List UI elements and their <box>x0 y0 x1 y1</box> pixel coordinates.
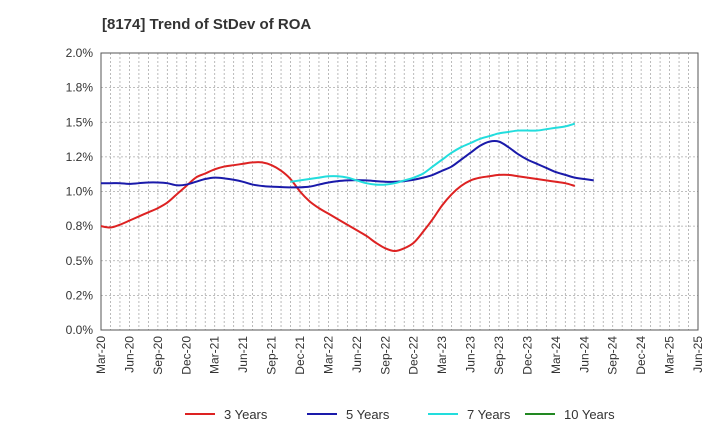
x-tick-label: Dec-24 <box>634 336 648 375</box>
x-tick-label: Sep-22 <box>378 336 392 375</box>
x-tick-label: Dec-22 <box>407 336 421 375</box>
x-tick-label: Mar-21 <box>208 336 222 374</box>
x-tick-label: Mar-24 <box>549 336 563 374</box>
y-tick-label: 1.2% <box>66 150 94 164</box>
x-tick-label: Mar-22 <box>321 336 335 374</box>
y-tick-label: 0.5% <box>66 254 94 268</box>
legend-label-10-years: 10 Years <box>564 407 615 422</box>
x-tick-label: Jun-20 <box>122 336 136 373</box>
legend-label-5-years: 5 Years <box>346 407 390 422</box>
x-tick-label: Sep-21 <box>265 336 279 375</box>
x-tick-label: Jun-25 <box>691 336 705 373</box>
y-tick-label: 1.5% <box>66 115 94 129</box>
series-line-7-years <box>290 122 576 186</box>
x-tick-label: Jun-22 <box>350 336 364 373</box>
x-axis-ticks: Mar-20 Jun-20 Sep-20 Dec-20 Mar-21 Jun-21 Sep-… <box>94 336 705 375</box>
x-tick-label: Sep-20 <box>151 336 165 375</box>
y-tick-label: 0.8% <box>66 219 94 233</box>
series-lines <box>100 122 594 253</box>
y-tick-label: 2.0% <box>66 46 94 60</box>
y-tick-label: 0.2% <box>66 288 94 302</box>
x-tick-label: Dec-20 <box>179 336 193 375</box>
legend-label-7-years: 7 Years <box>467 407 511 422</box>
x-tick-label: Sep-23 <box>492 336 506 375</box>
legend: 3 Years 5 Years 7 Years 10 Years <box>185 407 615 422</box>
x-tick-label: Sep-24 <box>606 336 620 375</box>
x-tick-label: Dec-21 <box>293 336 307 375</box>
series-line-5-years <box>100 140 594 189</box>
y-axis-ticks: 0.0% 0.2% 0.5% 0.8% 1.0% 1.2% 1.5% 1.8% 2.0% <box>66 46 94 337</box>
x-tick-label: Dec-23 <box>520 336 534 375</box>
y-tick-label: 1.0% <box>66 185 94 199</box>
x-tick-label: Jun-23 <box>464 336 478 373</box>
legend-label-3-years: 3 Years <box>224 407 268 422</box>
y-tick-label: 1.8% <box>66 81 94 95</box>
x-tick-label: Jun-24 <box>577 336 591 373</box>
plot-border <box>100 52 699 331</box>
x-tick-label: Jun-21 <box>236 336 250 373</box>
series-line-3-years <box>100 161 576 253</box>
x-tick-label: Mar-23 <box>435 336 449 374</box>
chart-title: [8174] Trend of StDev of ROA <box>102 16 311 33</box>
x-tick-label: Mar-25 <box>663 336 677 374</box>
y-tick-label: 0.0% <box>66 323 94 337</box>
plot-area <box>100 52 699 331</box>
x-tick-label: Mar-20 <box>94 336 108 374</box>
